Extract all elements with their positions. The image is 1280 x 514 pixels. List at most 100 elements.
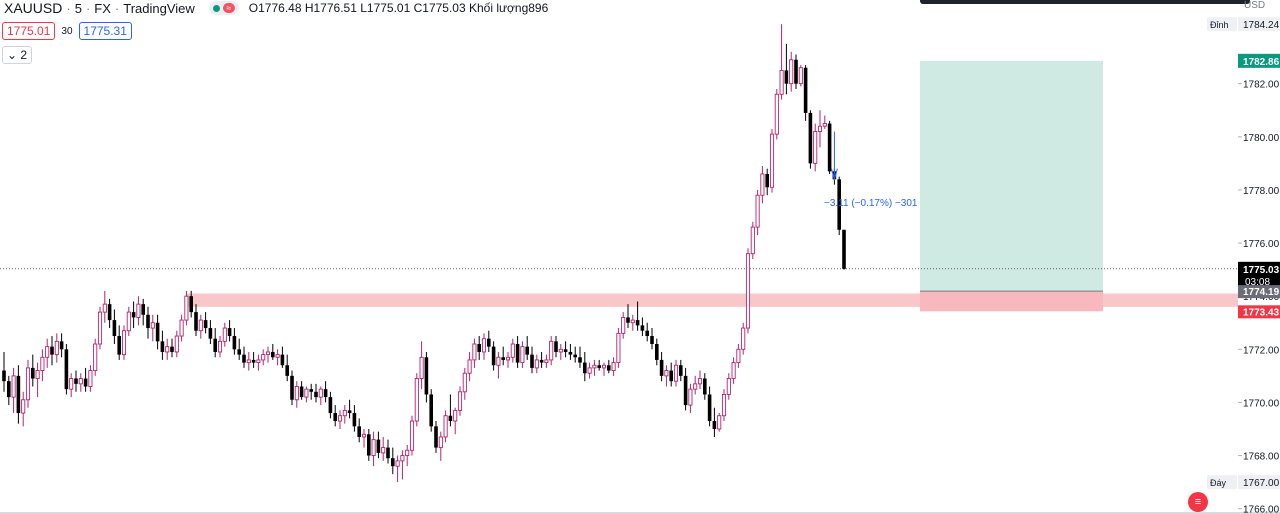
trade-buttons: 1775.01 30 1775.31	[2, 22, 132, 40]
candle-body	[673, 364, 679, 382]
candle-body	[741, 327, 746, 350]
max-value-bg	[1238, 17, 1280, 32]
candle-body	[328, 397, 333, 414]
candle-body	[280, 354, 285, 366]
candle-body	[688, 388, 693, 406]
candle-body	[121, 330, 127, 356]
ohlc-values: O1776.48 H1776.51 L1775.01 C1775.03 Khối…	[248, 1, 549, 15]
candle-body	[361, 433, 367, 438]
candle-body	[760, 173, 765, 196]
candle-body	[443, 415, 448, 438]
floating-toolbar[interactable]	[920, 0, 1250, 4]
candle-body	[246, 359, 251, 364]
candle-body	[400, 455, 405, 462]
market-open-dot-icon	[212, 4, 220, 12]
candle-body	[530, 354, 534, 368]
candle-body	[558, 348, 563, 353]
candle-body	[16, 375, 21, 414]
target-zone	[920, 60, 1103, 292]
candle-body	[25, 367, 31, 401]
candle-body	[630, 319, 635, 324]
axis-background	[1238, 0, 1280, 514]
tick-label: 1778.00	[1243, 186, 1280, 197]
candle-body	[491, 346, 496, 366]
sell-button[interactable]: 1775.01	[2, 22, 56, 40]
candle-body	[659, 359, 664, 376]
candle-body	[395, 460, 400, 467]
candle-body	[525, 346, 529, 355]
candle-body	[405, 449, 410, 457]
candle-body	[107, 304, 112, 321]
candle-body	[117, 336, 121, 355]
separator-dot: ·	[66, 0, 71, 16]
candle-body	[563, 349, 568, 352]
candle-body	[83, 378, 88, 387]
max-value: 1784.24	[1243, 20, 1280, 31]
candle-body	[573, 354, 577, 358]
market-status-badge[interactable]: ≈	[208, 1, 239, 15]
candle-body	[304, 388, 309, 398]
candle-body	[93, 343, 98, 372]
target-price-label-bg	[1238, 53, 1280, 68]
candle-body	[131, 312, 136, 318]
candle-body	[650, 336, 654, 344]
candle-body	[237, 349, 241, 355]
candle-body	[817, 125, 823, 132]
candle-body	[45, 346, 50, 358]
candle-body	[592, 364, 597, 369]
candle-body	[640, 325, 645, 331]
stop-price-label-bg	[1238, 305, 1280, 319]
candle-body	[198, 319, 203, 332]
candle-body	[314, 391, 318, 398]
candle-body	[837, 179, 841, 230]
candle-body	[54, 340, 59, 356]
tick-label: 1766.00	[1243, 505, 1280, 514]
entry-price-label: 1774.19	[1243, 287, 1280, 298]
candle-body	[784, 70, 789, 84]
candle-body	[126, 311, 131, 332]
candle-body	[601, 364, 607, 369]
candle-body	[434, 426, 438, 448]
candle-body	[256, 359, 261, 364]
candle-body	[736, 348, 741, 364]
candle-body	[11, 375, 16, 398]
candle-body	[213, 338, 217, 352]
last-price-label-bg	[1238, 261, 1280, 288]
min-value: 1767.00	[1243, 478, 1280, 489]
separator-dot: ·	[114, 0, 120, 16]
chart-header: XAUUSD · 5 · FX · TradingView ≈ O1776.48…	[4, 0, 548, 16]
us-flag-icon[interactable]: ≡	[1188, 492, 1208, 512]
separator-dot: ·	[85, 0, 91, 16]
candle-body	[2, 370, 6, 382]
candle-body	[136, 303, 141, 318]
candle-body	[102, 303, 107, 313]
candle-body	[583, 362, 587, 374]
candle-body	[367, 434, 371, 456]
candle-body	[587, 367, 592, 374]
candle-body	[275, 354, 280, 358]
source-label: FX	[94, 0, 111, 16]
candle-body	[803, 67, 808, 113]
candle-body	[645, 330, 649, 337]
candle-body	[376, 439, 381, 453]
symbol-name[interactable]: XAUUSD	[4, 0, 63, 16]
buy-button[interactable]: 1775.31	[78, 22, 132, 40]
candle-body	[251, 359, 256, 363]
candle-body	[347, 410, 352, 414]
candle-body	[31, 367, 35, 379]
candle-body	[371, 439, 376, 457]
candle-body	[539, 359, 544, 363]
max-label-bg	[1207, 17, 1237, 32]
min-value-bg	[1238, 475, 1280, 490]
indicators-toggle[interactable]: ⌄ 2	[2, 46, 33, 64]
interval-label[interactable]: 5	[74, 0, 82, 16]
tick-label: 1782.00	[1243, 80, 1280, 91]
currency-label[interactable]: USD	[1244, 0, 1266, 11]
stop-zone	[920, 291, 1103, 312]
candle-body	[74, 378, 78, 384]
candle-body	[655, 343, 659, 360]
candle-body	[333, 413, 337, 422]
candle-body	[50, 346, 54, 355]
